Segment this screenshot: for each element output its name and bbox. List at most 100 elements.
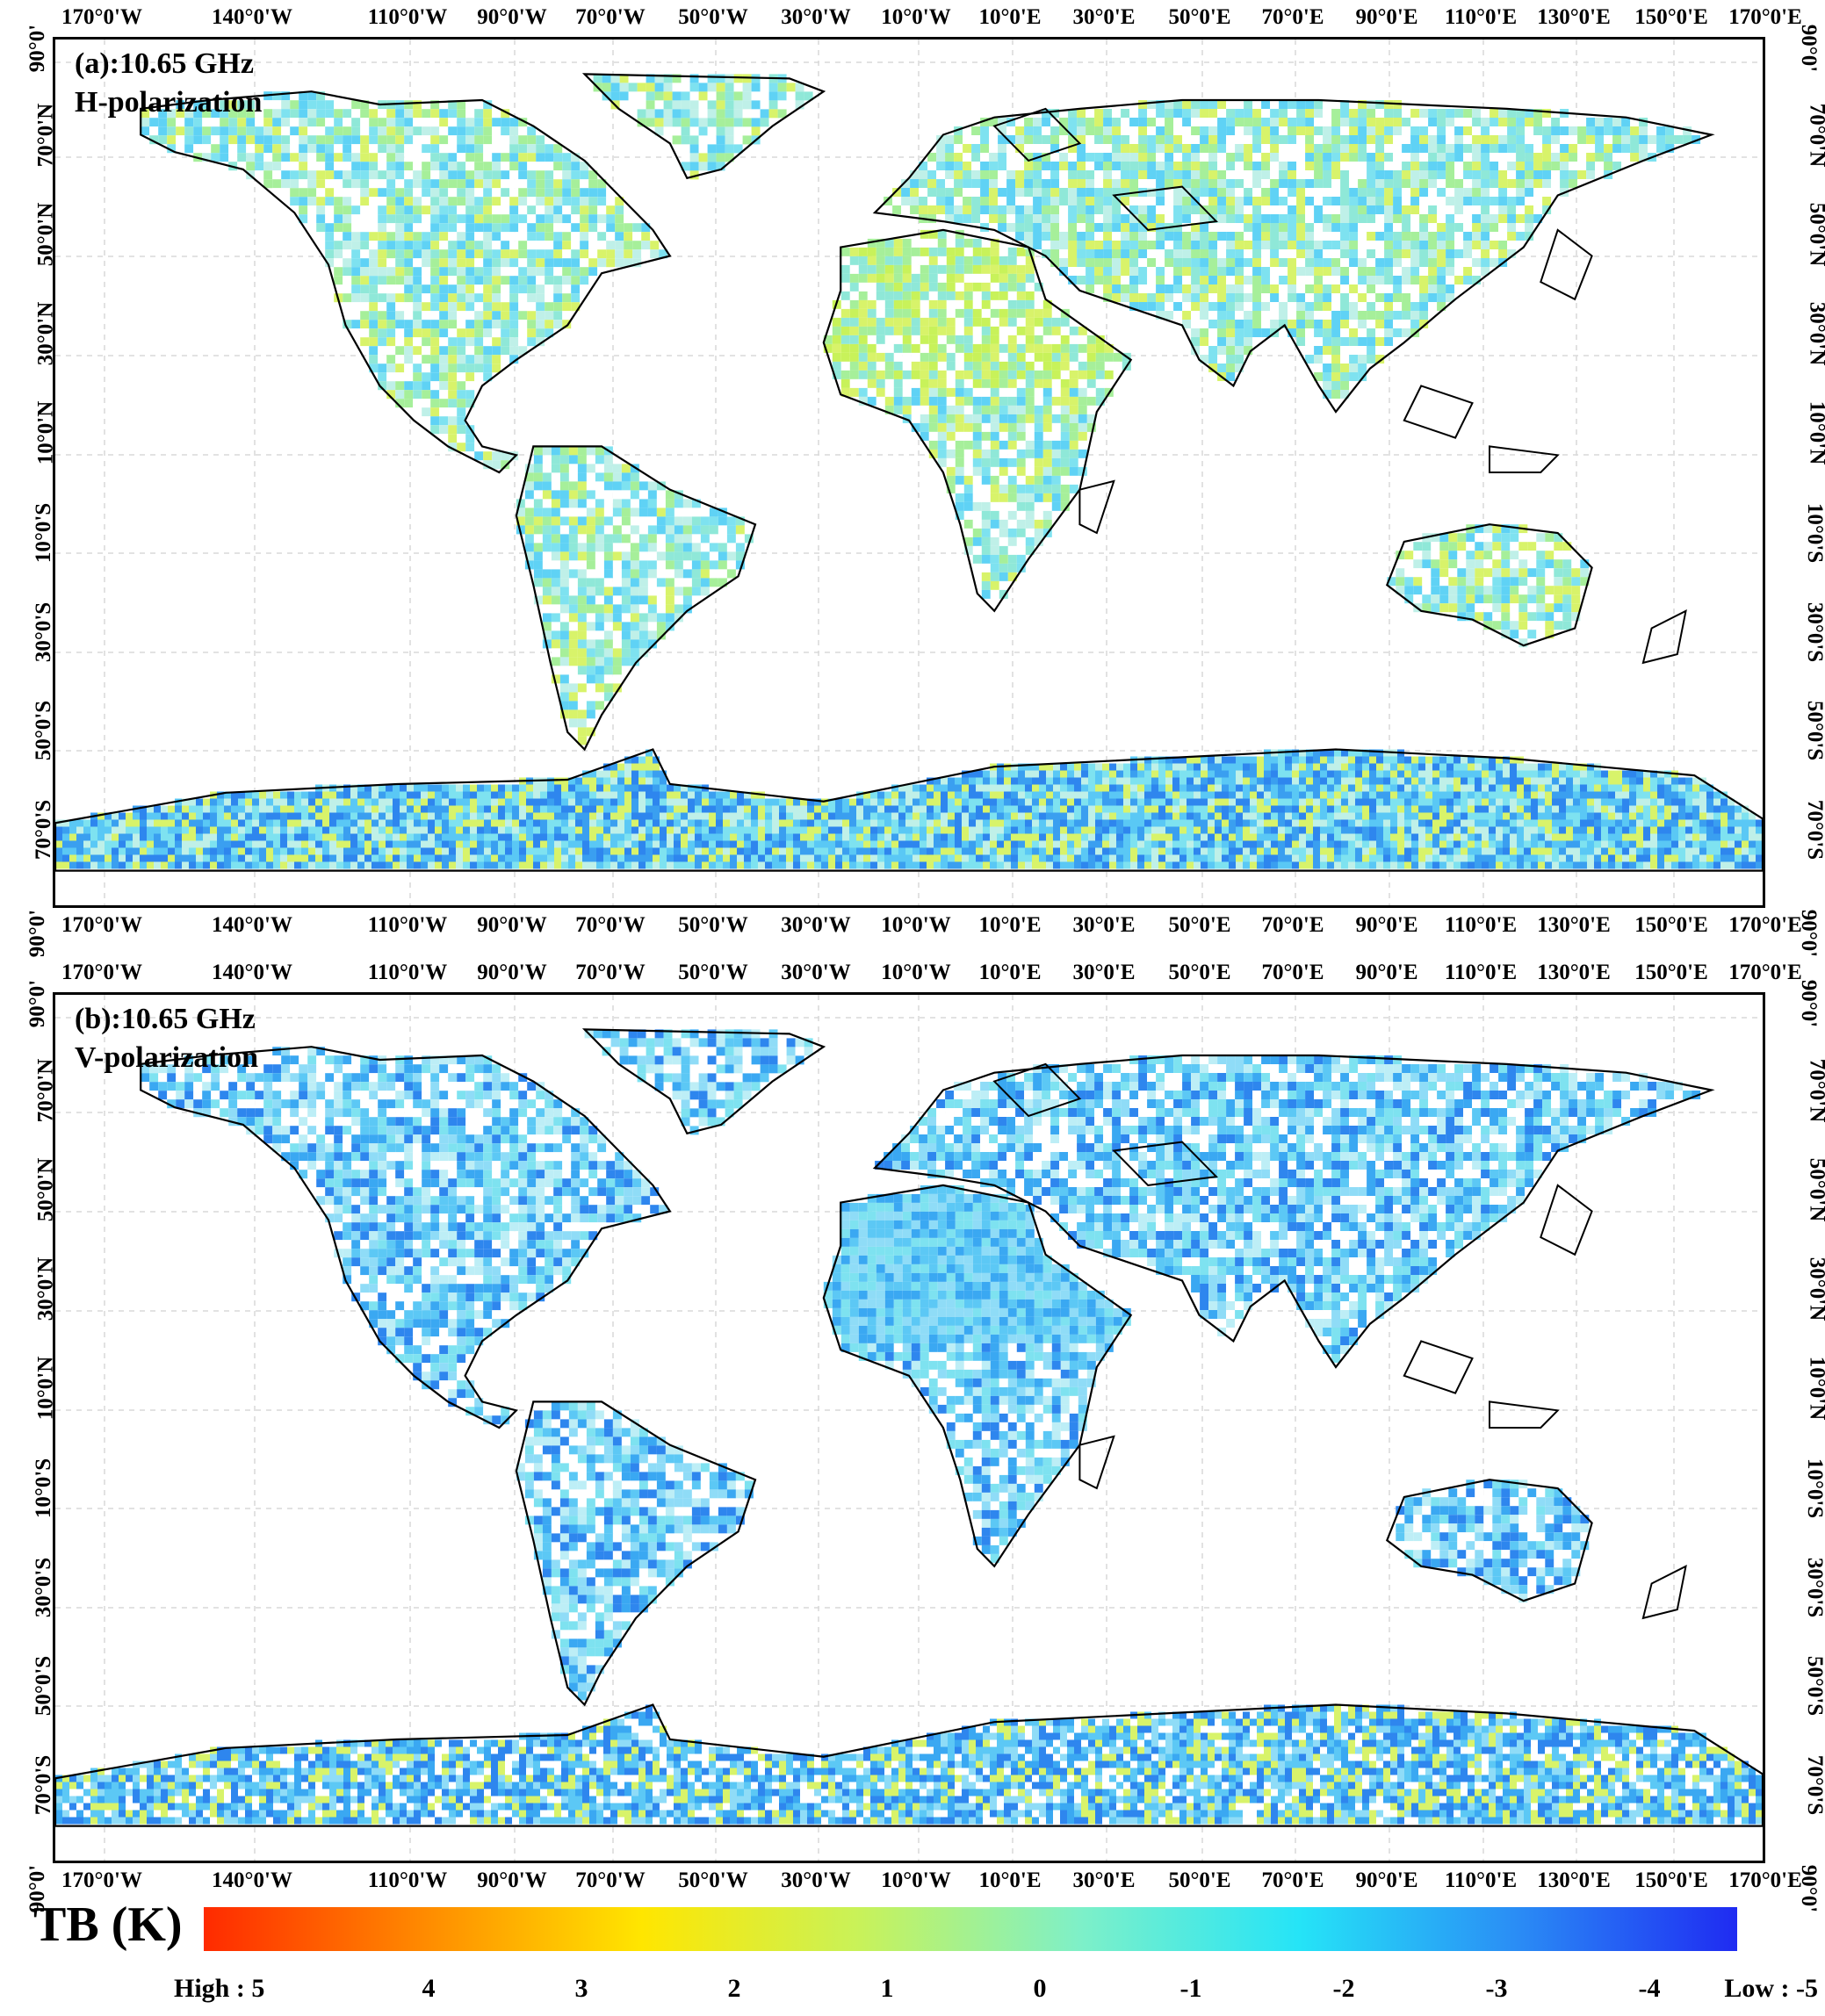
lat-label-left: 30°0'S (32, 1557, 56, 1617)
lat-label-right: 30°0'S (1803, 601, 1825, 662)
map-panel-v: 170°0'W 140°0'W 110°0'W 90°0'W 70°0'W 50°0'W 3… (0, 955, 1825, 1912)
panel-title-polarization: H-polarization (75, 86, 263, 119)
lon-label-bottom: 30°0'E (1072, 913, 1136, 937)
legend-tick-label: -1 (1179, 1974, 1202, 2003)
panel-title-frequency: (a):10.65 GHz (75, 47, 254, 80)
lon-label-top: 170°0'W (61, 961, 142, 984)
lat-label-left: 90°0' (25, 909, 50, 957)
lon-label-bottom: 30°0'W (781, 1868, 851, 1892)
legend-tick-label: Low : -5 (1724, 1974, 1818, 2003)
lat-label-left: 50°0'N (33, 1157, 58, 1222)
coastline-greenland (581, 73, 826, 180)
coastline-island (992, 1062, 1082, 1118)
lat-label-right: 10°0'S (1803, 1458, 1825, 1518)
lon-label-bottom: 170°0'W (61, 1868, 142, 1892)
map-frame: (b):10.65 GHz V-polarization (53, 992, 1765, 1863)
coastline-greenland (581, 1028, 826, 1135)
lat-label-left: 50°0'S (32, 700, 56, 760)
lon-label-bottom: 70°0'W (575, 1868, 646, 1892)
lat-label-left: 10°0'S (32, 1458, 56, 1518)
lon-label-bottom: 110°0'W (367, 913, 448, 937)
lat-label-right: 70°0'N (1805, 103, 1825, 168)
lat-label-right: 50°0'S (1803, 1655, 1825, 1716)
coastline-antarctica (55, 1703, 1763, 1827)
coastline-australia (1385, 523, 1593, 647)
lon-label-top: 30°0'W (781, 5, 851, 29)
lon-label-bottom: 110°0'E (1444, 1868, 1518, 1892)
lon-label-bottom: 150°0'E (1634, 1868, 1708, 1892)
lon-label-bottom: 130°0'E (1537, 1868, 1611, 1892)
lat-label-right: 50°0'N (1805, 1157, 1825, 1222)
lon-label-top: 70°0'E (1261, 961, 1324, 984)
lat-label-left: 90°0' (25, 24, 50, 72)
lon-label-top: 150°0'E (1634, 5, 1708, 29)
legend-tick-label: 0 (1033, 1974, 1047, 2003)
lon-label-bottom: 170°0'W (61, 913, 142, 937)
coastline-southAmerica (515, 445, 757, 752)
panel-title: (a):10.65 GHz H-polarization (75, 45, 262, 122)
lon-label-bottom: 30°0'W (781, 913, 851, 937)
coastline-island (1540, 1184, 1593, 1256)
lon-label-top: 50°0'E (1168, 5, 1231, 29)
legend-tick-label: -3 (1485, 1974, 1508, 2003)
lon-label-top: 30°0'W (781, 961, 851, 984)
coastline-island (1403, 385, 1474, 439)
lat-label-right: 70°0'N (1805, 1058, 1825, 1123)
lon-label-top: 110°0'W (367, 961, 448, 984)
lon-label-bottom: 10°0'W (881, 1868, 951, 1892)
lat-label-left: 50°0'S (32, 1655, 56, 1716)
coastline-island (1112, 185, 1219, 231)
coastline-africa (822, 228, 1133, 613)
lat-label-left: 70°0'N (33, 1058, 58, 1123)
lat-label-right: 30°0'N (1805, 301, 1825, 366)
coastline-island (992, 107, 1082, 162)
lat-label-right: 10°0'N (1805, 1356, 1825, 1421)
lon-label-bottom: 50°0'E (1168, 913, 1231, 937)
coastline-island (1641, 608, 1687, 665)
lat-label-right: 70°0'S (1803, 799, 1825, 860)
lon-label-top: 130°0'E (1537, 5, 1611, 29)
legend-color-bar (204, 1907, 1737, 1951)
lat-label-left: 30°0'S (32, 601, 56, 662)
lat-label-right: 50°0'N (1805, 202, 1825, 267)
coastline-australia (1385, 1479, 1593, 1602)
lon-label-bottom: 90°0'W (477, 1868, 547, 1892)
lat-label-left: 30°0'N (33, 1256, 58, 1321)
lon-label-top: 70°0'W (575, 961, 646, 984)
lon-label-top: 30°0'E (1072, 961, 1136, 984)
legend-tick-label: 3 (574, 1974, 588, 2003)
legend-tick-label: High : 5 (174, 1974, 265, 2003)
coastline-antarctica (55, 748, 1763, 872)
lon-label-bottom: 50°0'W (678, 1868, 748, 1892)
lon-label-top: 140°0'W (212, 5, 292, 29)
lat-label-left: 70°0'N (33, 103, 58, 168)
lon-label-top: 10°0'W (881, 5, 951, 29)
lat-label-right: 10°0'N (1805, 400, 1825, 465)
coastline-southAmerica (515, 1400, 757, 1707)
lat-label-left: 10°0'N (33, 1356, 58, 1421)
lon-label-bottom: 90°0'E (1355, 913, 1418, 937)
lon-label-bottom: 30°0'E (1072, 1868, 1136, 1892)
lon-label-bottom: 140°0'W (212, 1868, 292, 1892)
lon-label-top: 70°0'E (1261, 5, 1324, 29)
lon-label-top: 110°0'E (1444, 5, 1518, 29)
coastline-northAmerica (140, 1046, 672, 1429)
lat-label-right: 30°0'N (1805, 1256, 1825, 1321)
tb-raster (55, 74, 1763, 869)
coastline-eurasia (872, 1054, 1715, 1369)
lon-label-top: 30°0'E (1072, 5, 1136, 29)
lon-label-top: 110°0'W (367, 5, 448, 29)
lat-label-left: 10°0'N (33, 400, 58, 465)
lon-label-bottom: 50°0'W (678, 913, 748, 937)
lon-label-top: 70°0'W (575, 5, 646, 29)
lon-label-bottom: 10°0'E (978, 1868, 1042, 1892)
lat-label-left: 10°0'S (32, 502, 56, 563)
lon-label-top: 150°0'E (1634, 961, 1708, 984)
legend-tick-label: 4 (422, 1974, 436, 2003)
lon-label-top: 140°0'W (212, 961, 292, 984)
lat-label-right: 10°0'S (1803, 502, 1825, 563)
coastline-island (1489, 445, 1560, 473)
world-map (55, 995, 1763, 1861)
lon-label-bottom: 140°0'W (212, 913, 292, 937)
lon-label-bottom: 90°0'E (1355, 1868, 1418, 1892)
